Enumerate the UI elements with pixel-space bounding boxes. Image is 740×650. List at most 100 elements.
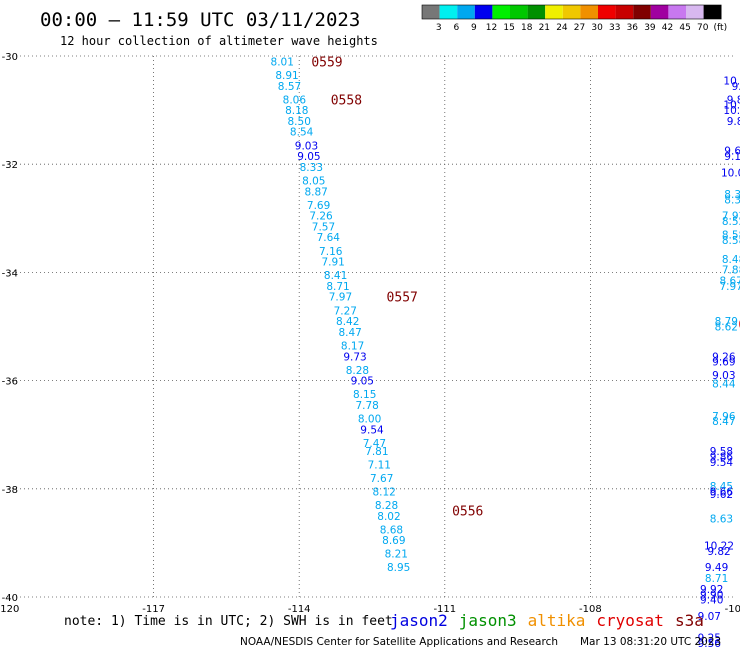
satellite-name-jason3: jason3 (459, 611, 517, 630)
wave-height-value: 7.67 (370, 473, 393, 485)
legend-label: 33 (609, 23, 620, 33)
footer-credit: NOAA/NESDIS Center for Satellite Applica… (240, 636, 558, 648)
wave-height-value: 9.26 (712, 351, 736, 363)
wave-height-value: 8.31 (724, 194, 740, 206)
wave-height-value: 7.27 (334, 305, 357, 317)
wave-height-value: 8.50 (288, 116, 311, 128)
axis-ticks: -40 -38 -36 -34 -32 -30 -120 -117 -114 -111 -108 -1… (0, 52, 740, 615)
wave-height-value: 9.03 (712, 370, 735, 382)
wave-height-value: 7.57 (312, 221, 335, 233)
wave-height-value: 8.15 (353, 389, 376, 401)
pass-time-label: 0556 (452, 504, 483, 519)
wave-height-value: 9.19 (724, 151, 740, 163)
legend-swatch (545, 5, 563, 19)
wave-height-value: 7.47 (363, 438, 386, 450)
legend-label: 24 (556, 23, 568, 33)
x-tick-label: -111 (433, 604, 456, 615)
x-tick-label: -105 (725, 604, 740, 615)
legend-label: 36 (627, 23, 639, 33)
legend-swatch (703, 5, 722, 19)
wave-height-value: 9.03 (295, 140, 318, 152)
wave-height-value: 7.91 (321, 257, 344, 269)
wave-height-value: 10.36 (723, 105, 740, 117)
wave-height-value: 7.78 (355, 400, 378, 412)
wave-height-value: 7.11 (368, 459, 391, 471)
satellite-name-jason2: jason2 (390, 611, 448, 630)
grid-lines (8, 55, 736, 598)
wave-height-value: 8.28 (346, 365, 369, 377)
legend-label: (ft) (714, 23, 728, 33)
legend-swatch (580, 5, 598, 19)
wave-height-value: 7.26 (309, 211, 333, 223)
wave-height-value: 8.91 (275, 70, 298, 82)
wave-height-value: 9.07 (698, 611, 721, 623)
x-tick-label: -108 (579, 604, 602, 615)
y-tick-label: -38 (2, 485, 18, 496)
wave-height-value: 9.25 (698, 633, 721, 645)
legend-swatch (492, 5, 510, 19)
legend-label: 39 (644, 23, 656, 33)
y-tick-label: -34 (2, 268, 18, 279)
wave-height-value: 9.69 (712, 357, 735, 369)
wave-height-value: 9.49 (705, 562, 728, 574)
legend-label: 3 (436, 23, 442, 33)
wave-height-value: 9.58 (710, 446, 733, 458)
legend-swatch (615, 5, 634, 19)
wave-height-value: 9.62 (710, 489, 733, 501)
legend-swatch (633, 5, 651, 19)
legend-label: 6 (453, 23, 459, 33)
wave-height-value: 8.33 (300, 162, 323, 174)
legend-label: 21 (539, 23, 550, 33)
wave-height-value: 8.63 (710, 514, 733, 526)
legend-label: 18 (521, 23, 533, 33)
legend-swatch (439, 5, 458, 19)
wave-height-value: 10.00 (721, 167, 740, 179)
wave-height-value: 9.54 (710, 457, 734, 469)
wave-height-value: 8.00 (358, 413, 381, 425)
color-legend: 3 6 9 12 15 18 21 24 27 30 33 36 39 42 45 70 (ft) (421, 4, 728, 33)
wave-height-value: 8.58 (722, 230, 740, 242)
satellite-name-altika: altika (528, 611, 586, 630)
wave-height-value: 9.56 (698, 638, 722, 650)
wave-height-value: 7.96 (712, 411, 736, 423)
legend-swatch (457, 5, 475, 19)
wave-height-value: 8.62 (715, 322, 738, 334)
wave-height-value: 8.57 (278, 81, 301, 93)
wave-height-value: 7.97 (719, 281, 740, 293)
wave-height-value: 9.83 (727, 116, 740, 128)
wave-height-value: 8.17 (341, 340, 364, 352)
footer-note: note: 1) Time is in UTC; 2) SWH is in fe… (64, 614, 393, 629)
legend-label: 45 (679, 23, 690, 33)
wave-height-value: 9.05 (351, 376, 374, 388)
wave-height-value: 9.82 (707, 546, 730, 558)
wave-height-value: 9.60 (724, 146, 740, 158)
wave-height-value: 8.45 (710, 481, 733, 493)
legend-frame (421, 4, 722, 20)
chart-subtitle: 12 hour collection of altimeter wave hei… (60, 34, 378, 48)
x-tick-label: -117 (142, 604, 165, 615)
wave-height-value: 7.81 (365, 446, 388, 458)
wave-height-value: 7.88 (722, 265, 740, 277)
wave-height-value: 9.40 (700, 595, 723, 607)
chart-title: 00:00 – 11:59 UTC 03/11/2023 (40, 9, 360, 31)
legend-label: 30 (591, 23, 603, 33)
wave-height-value: 8.58 (722, 235, 740, 247)
pass-time-label: 0557 (387, 291, 418, 306)
wave-height-value: 8.67 (719, 276, 740, 288)
legend-label: 70 (697, 23, 709, 33)
wave-height-value: 10.32 (723, 100, 740, 112)
legend-label: 12 (486, 23, 497, 33)
legend-swatch (598, 5, 616, 19)
wave-height-value: 9.54 (360, 424, 384, 436)
wave-height-value: 8.71 (326, 281, 349, 293)
legend-swatch (562, 5, 581, 19)
wave-height-value: 8.71 (705, 573, 728, 585)
wave-height-value: 8.36 (724, 189, 740, 201)
wave-height-value: 7.64 (317, 232, 341, 244)
wave-height-value: 8.47 (338, 327, 361, 339)
wave-height-value: 7.97 (329, 292, 352, 304)
wave-height-value: 10.52 (723, 75, 740, 87)
time-labels: 055905580557055600654065806550659 (311, 55, 740, 519)
wave-height-value: 8.21 (385, 549, 408, 561)
